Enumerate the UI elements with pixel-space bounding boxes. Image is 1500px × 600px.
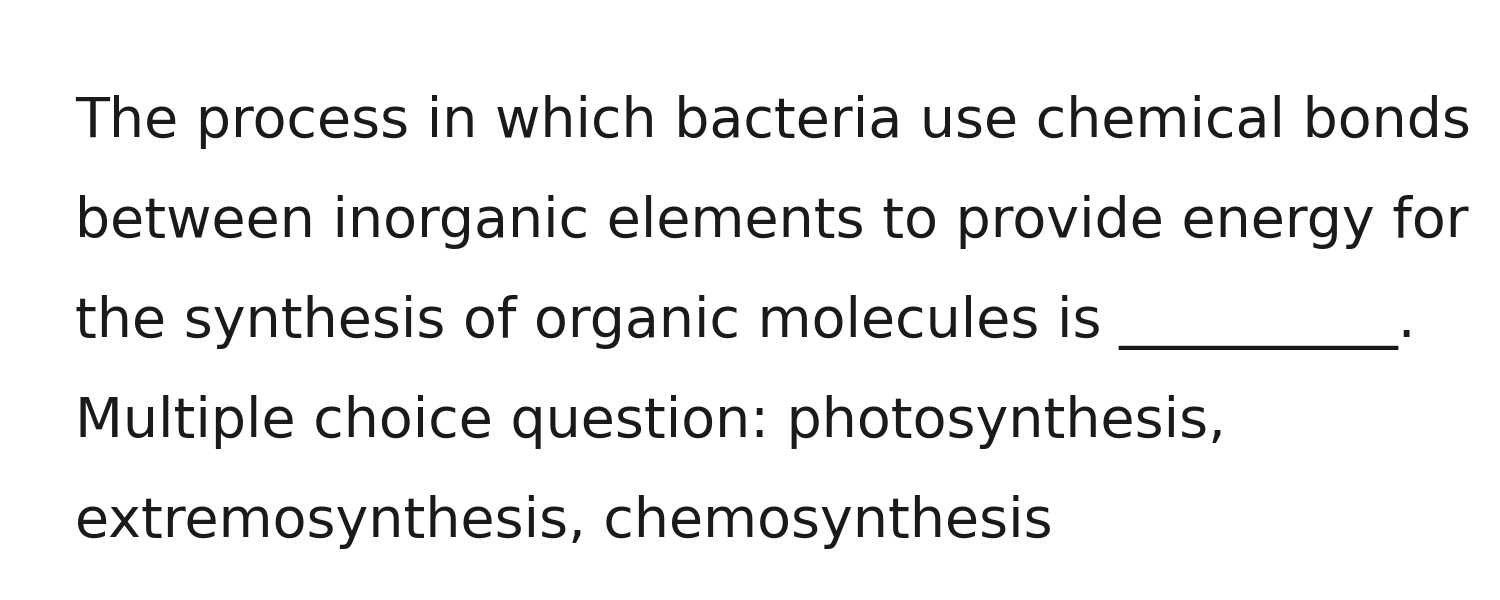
Text: between inorganic elements to provide energy for: between inorganic elements to provide en… [75,195,1468,249]
Text: the synthesis of organic molecules is __________.: the synthesis of organic molecules is __… [75,295,1416,350]
Text: Multiple choice question: photosynthesis,: Multiple choice question: photosynthesis… [75,395,1225,449]
Text: The process in which bacteria use chemical bonds: The process in which bacteria use chemic… [75,95,1472,149]
Text: extremosynthesis, chemosynthesis: extremosynthesis, chemosynthesis [75,495,1053,549]
